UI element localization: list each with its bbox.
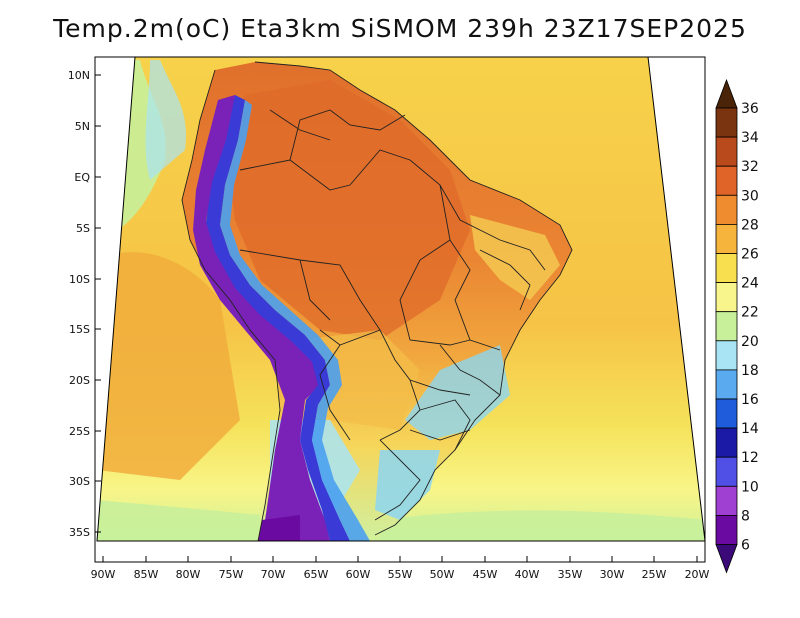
lat-label: 20S (69, 374, 90, 387)
colorbar-label: 18 (741, 363, 759, 379)
colorbar-label: 16 (741, 392, 759, 408)
lon-label: 40W (515, 568, 540, 581)
longitude-axis (102, 556, 698, 562)
colorbar-segment (715, 369, 738, 400)
colorbar-segment (715, 165, 738, 196)
lon-label: 70W (261, 568, 286, 581)
south-pacific-cool (97, 500, 260, 541)
andes-cold (193, 95, 330, 541)
colorbar-segment (715, 194, 738, 225)
colorbar-segment (715, 311, 738, 342)
colorbar-label: 10 (741, 479, 759, 495)
colorbar-segment (715, 136, 738, 167)
lon-label: 65W (304, 568, 329, 581)
lat-label: 10S (69, 273, 90, 286)
political-borders (181, 61, 573, 541)
colorbar-min-arrow (715, 544, 738, 574)
lon-label: 55W (388, 568, 413, 581)
amazon-warm-core (225, 80, 470, 340)
tierra-cold (258, 515, 300, 541)
lat-label: 5N (75, 120, 90, 133)
lat-label: 35S (69, 526, 90, 539)
andes-cold-edge (206, 95, 350, 541)
colorbar-label: 28 (741, 217, 759, 233)
colorbar-segment (715, 398, 738, 429)
lon-label: 75W (219, 568, 244, 581)
lat-label: 25S (69, 425, 90, 438)
map-panel (97, 57, 705, 541)
colorbar-label: 24 (741, 276, 759, 292)
map-title: Temp.2m(oC) Eta3km SiSMOM 239h 23Z17SEP2… (53, 14, 747, 43)
lon-label: 45W (473, 568, 498, 581)
lat-label: EQ (74, 171, 90, 184)
colorbar: 36 34 32 30 28 26 24 22 20 18 16 14 12 10 8 6 (715, 78, 759, 574)
lon-label: 90W (91, 568, 116, 581)
colorbar-segment (715, 107, 738, 138)
colorbar-label: 32 (741, 159, 759, 175)
andes-cool-rim (220, 100, 370, 541)
colorbar-max-arrow (715, 78, 738, 109)
lon-label: 80W (176, 568, 201, 581)
colorbar-segment (715, 515, 738, 545)
colorbar-label: 20 (741, 334, 759, 350)
colorbar-label: 34 (741, 130, 759, 146)
colorbar-label: 26 (741, 247, 759, 263)
latitude-axis (95, 74, 101, 533)
pacific-cool-band-2 (145, 60, 186, 180)
colorbar-label: 22 (741, 305, 759, 321)
colorbar-label: 6 (741, 538, 750, 554)
colorbar-segment (715, 223, 738, 254)
lon-label: 85W (134, 568, 159, 581)
lat-label: 5S (76, 222, 90, 235)
colorbar-label: 14 (741, 421, 759, 437)
colorbar-label: 12 (741, 450, 759, 466)
colorbar-segment (715, 253, 738, 284)
colorbar-label: 36 (741, 101, 759, 117)
latitude-labels: 10N 5N EQ 5S 10S 15S 20S 25S 30S 35S (68, 69, 91, 539)
lat-label: 10N (68, 69, 90, 82)
lat-label: 30S (69, 475, 90, 488)
pacific-field (97, 252, 240, 480)
colorbar-segment (715, 282, 738, 313)
longitude-labels: 90W 85W 80W 75W 70W 65W 60W 55W 50W 45W … (91, 568, 710, 581)
lon-label: 30W (600, 568, 625, 581)
lon-label: 20W (685, 568, 710, 581)
colorbar-segment (715, 340, 738, 371)
lon-label: 35W (558, 568, 583, 581)
lon-label: 25W (642, 568, 667, 581)
lon-label: 60W (346, 568, 371, 581)
colorbar-label: 30 (741, 188, 759, 204)
south-atlantic-cool (380, 510, 705, 541)
colorbar-segment (715, 427, 738, 458)
lon-label: 50W (430, 568, 455, 581)
colorbar-segment (715, 485, 738, 516)
colorbar-label: 8 (741, 508, 750, 524)
colorbar-segment (715, 456, 738, 487)
southern-cool (375, 450, 440, 520)
lat-label: 15S (69, 323, 90, 336)
